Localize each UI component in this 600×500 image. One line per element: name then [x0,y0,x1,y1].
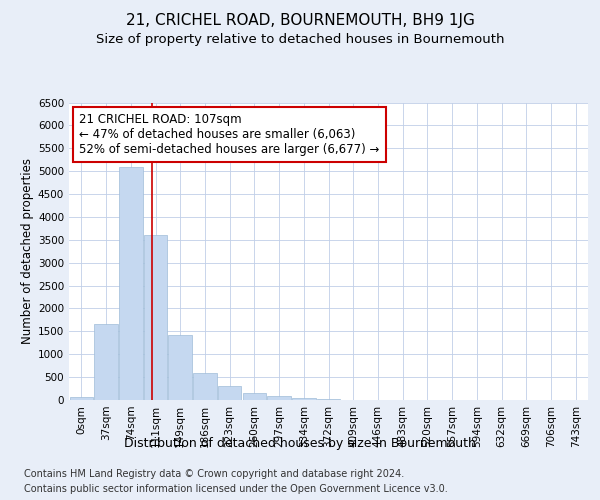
Bar [169,335,192,400]
Bar [218,386,241,400]
Bar [268,396,291,400]
Bar [119,168,143,400]
Bar [242,394,266,400]
Y-axis label: Number of detached properties: Number of detached properties [21,158,34,344]
Text: Size of property relative to detached houses in Bournemouth: Size of property relative to detached ho… [96,32,504,46]
Text: Distribution of detached houses by size in Bournemouth: Distribution of detached houses by size … [124,438,476,450]
Bar [144,235,167,400]
Text: 21, CRICHEL ROAD, BOURNEMOUTH, BH9 1JG: 21, CRICHEL ROAD, BOURNEMOUTH, BH9 1JG [125,12,475,28]
Bar [317,399,340,400]
Text: Contains public sector information licensed under the Open Government Licence v3: Contains public sector information licen… [24,484,448,494]
Bar [292,398,316,400]
Text: 21 CRICHEL ROAD: 107sqm
← 47% of detached houses are smaller (6,063)
52% of semi: 21 CRICHEL ROAD: 107sqm ← 47% of detache… [79,113,380,156]
Text: Contains HM Land Registry data © Crown copyright and database right 2024.: Contains HM Land Registry data © Crown c… [24,469,404,479]
Bar [193,374,217,400]
Bar [94,324,118,400]
Bar [70,397,93,400]
